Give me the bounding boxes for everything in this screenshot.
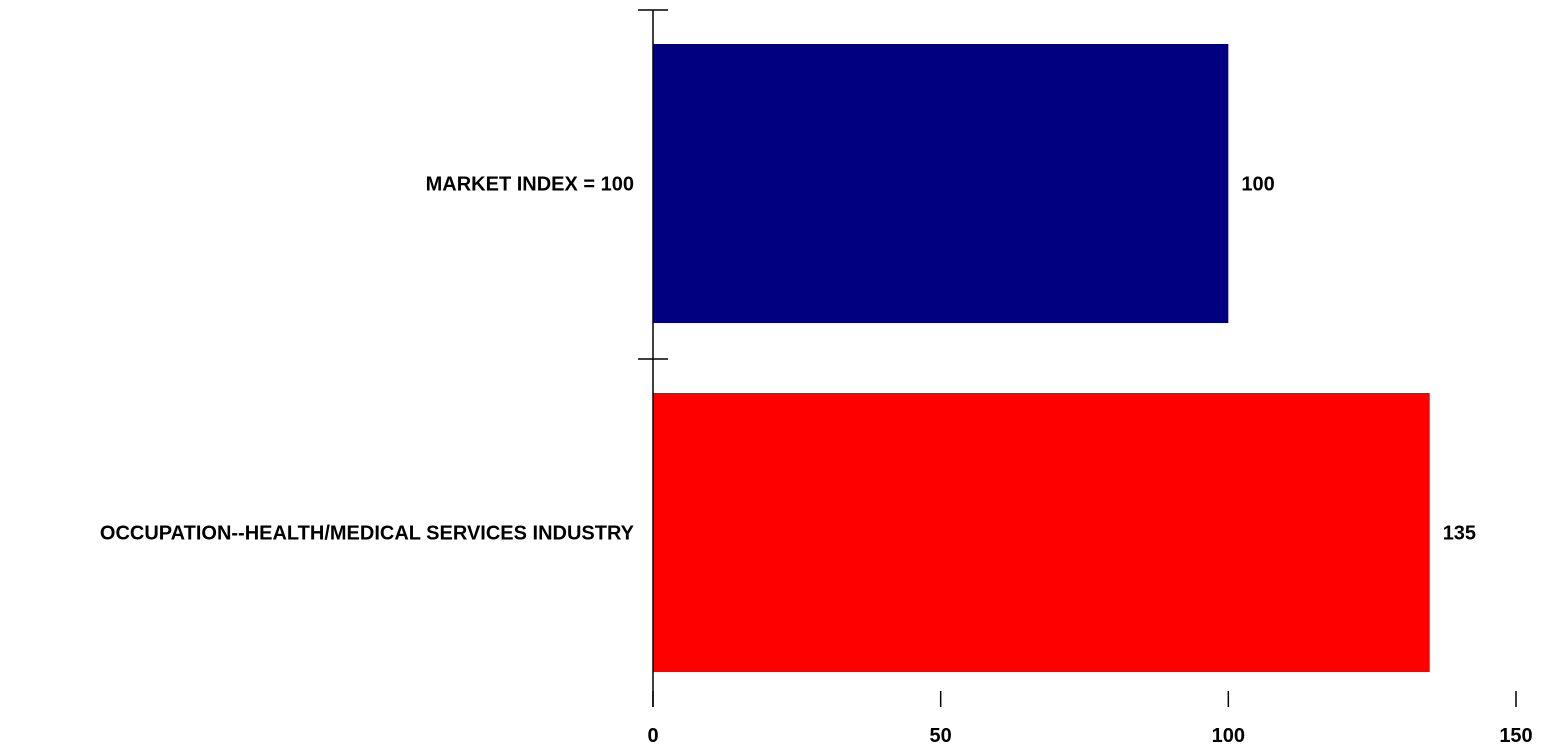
category-label-0: MARKET INDEX = 100 — [426, 174, 634, 196]
x-tick-label-0: 0 — [647, 725, 658, 745]
bars-group — [653, 44, 1430, 672]
x-tick-label-1: 50 — [930, 725, 952, 745]
labels-group: MARKET INDEX = 100 100 OCCUPATION--HEALTH/… — [100, 174, 1533, 745]
value-label-0: 100 — [1241, 174, 1274, 196]
category-label-1: OCCUPATION--HEALTH/MEDICAL SERVICES INDU… — [100, 523, 635, 545]
axes-group — [638, 9, 1517, 707]
x-tick-label-3: 150 — [1499, 725, 1532, 745]
bar-0 — [653, 44, 1229, 323]
x-tick-label-2: 100 — [1212, 725, 1245, 745]
bar-1 — [653, 393, 1430, 672]
value-label-1: 135 — [1443, 523, 1476, 545]
